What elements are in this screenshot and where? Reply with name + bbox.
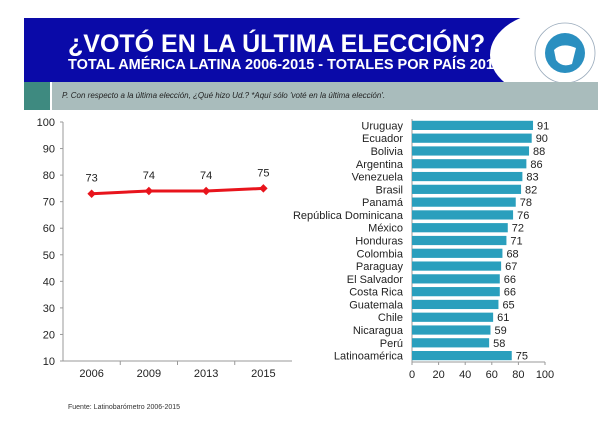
data-label: 71 (510, 236, 522, 248)
y-tick-label: 90 (43, 144, 55, 156)
x-tick-label: 2006 (79, 368, 103, 380)
bar (412, 210, 514, 220)
category-label: Latinoamérica (334, 351, 404, 363)
data-label: 91 (537, 120, 549, 132)
x-tick-label: 100 (536, 369, 554, 381)
source-note: Fuente: Latinobarómetro 2006-2015 (68, 404, 181, 411)
data-label: 72 (512, 223, 524, 235)
category-label: Chile (378, 312, 403, 324)
data-label: 82 (525, 184, 537, 196)
bar (412, 325, 491, 335)
bar (412, 133, 532, 143)
data-point (259, 184, 268, 193)
category-label: Colombia (357, 248, 404, 260)
y-tick-label: 50 (43, 250, 55, 262)
category-label: México (368, 223, 403, 235)
bar (412, 299, 499, 310)
title-banner (24, 18, 524, 82)
y-tick-label: 80 (43, 170, 55, 182)
latinobarometro-logo (534, 22, 596, 84)
series-line (91, 186, 264, 196)
category-label: Guatemala (349, 299, 404, 311)
x-tick-label: 2013 (194, 368, 218, 380)
bar (412, 223, 508, 233)
y-tick-label: 70 (43, 197, 55, 209)
page-subtitle: TOTAL AMÉRICA LATINA 2006-2015 - TOTALES… (68, 57, 503, 73)
x-tick-label: 40 (459, 369, 471, 381)
data-label: 58 (493, 338, 505, 350)
data-label: 65 (502, 299, 514, 311)
data-label: 74 (143, 170, 155, 182)
data-label: 86 (530, 159, 542, 171)
bar (412, 261, 502, 271)
data-label: 75 (257, 167, 269, 179)
bar (412, 338, 490, 348)
category-label: Brasil (375, 184, 403, 196)
category-label: Venezuela (352, 172, 404, 184)
y-tick-label: 40 (43, 276, 55, 288)
y-tick-label: 20 (43, 329, 55, 341)
data-label: 83 (526, 172, 538, 184)
x-tick-label: 60 (486, 369, 498, 381)
data-point (87, 189, 96, 198)
bar (412, 287, 500, 297)
data-label: 59 (494, 325, 506, 337)
bar (412, 171, 523, 182)
data-label: 66 (504, 274, 516, 286)
accent-block (24, 82, 50, 110)
data-label: 66 (504, 287, 516, 299)
bar (412, 248, 503, 258)
data-label: 61 (497, 312, 509, 324)
bar (412, 146, 530, 156)
category-label: Paraguay (356, 261, 404, 273)
y-tick-label: 30 (43, 303, 55, 315)
data-label: 67 (505, 261, 517, 273)
category-label: Uruguay (361, 120, 403, 132)
question-bar (52, 82, 598, 110)
page-title: ¿VOTÓ EN LA ÚLTIMA ELECCIÓN? (68, 30, 486, 58)
data-label: 73 (86, 173, 98, 185)
data-label: 68 (506, 248, 518, 260)
category-label: Costa Rica (349, 287, 404, 299)
data-label: 90 (536, 133, 548, 145)
category-label: Argentina (356, 159, 404, 171)
x-tick-label: 2015 (251, 368, 275, 380)
data-label: 78 (520, 197, 532, 209)
bar (412, 351, 512, 361)
bar (412, 120, 534, 130)
bar (412, 312, 494, 322)
x-tick-label: 2009 (137, 368, 161, 380)
question-text: P. Con respecto a la última elección, ¿Q… (62, 91, 386, 100)
bar-chart: 0 20 40 60 80 100 Uruguay 91 Ecuador 90 Bolivia 88 A… (293, 119, 554, 381)
y-tick-label: 100 (37, 117, 55, 129)
bar (412, 184, 522, 194)
y-tick-label: 10 (43, 356, 55, 368)
bar (412, 197, 516, 207)
bar (412, 274, 500, 284)
line-chart: 10 20 30 40 50 60 70 80 90 100 2006 2009 2013 2015 73 7… (37, 117, 292, 380)
category-label: Ecuador (362, 133, 403, 145)
bar (412, 235, 507, 246)
data-label: 88 (533, 146, 545, 158)
x-tick-label: 0 (409, 369, 415, 381)
bar (412, 159, 527, 169)
category-label: República Dominicana (293, 210, 404, 222)
category-label: El Salvador (347, 274, 404, 286)
x-tick-label: 80 (512, 369, 524, 381)
data-label: 76 (517, 210, 529, 222)
y-tick-label: 60 (43, 223, 55, 235)
category-label: Perú (380, 338, 403, 350)
data-point (201, 186, 211, 196)
category-label: Panamá (362, 197, 404, 209)
data-point (144, 186, 154, 196)
category-label: Bolivia (371, 146, 404, 158)
x-tick-label: 20 (432, 369, 444, 381)
data-label: 74 (200, 170, 212, 182)
category-label: Honduras (355, 236, 403, 248)
category-label: Nicaragua (353, 325, 404, 337)
data-label: 75 (516, 351, 528, 363)
